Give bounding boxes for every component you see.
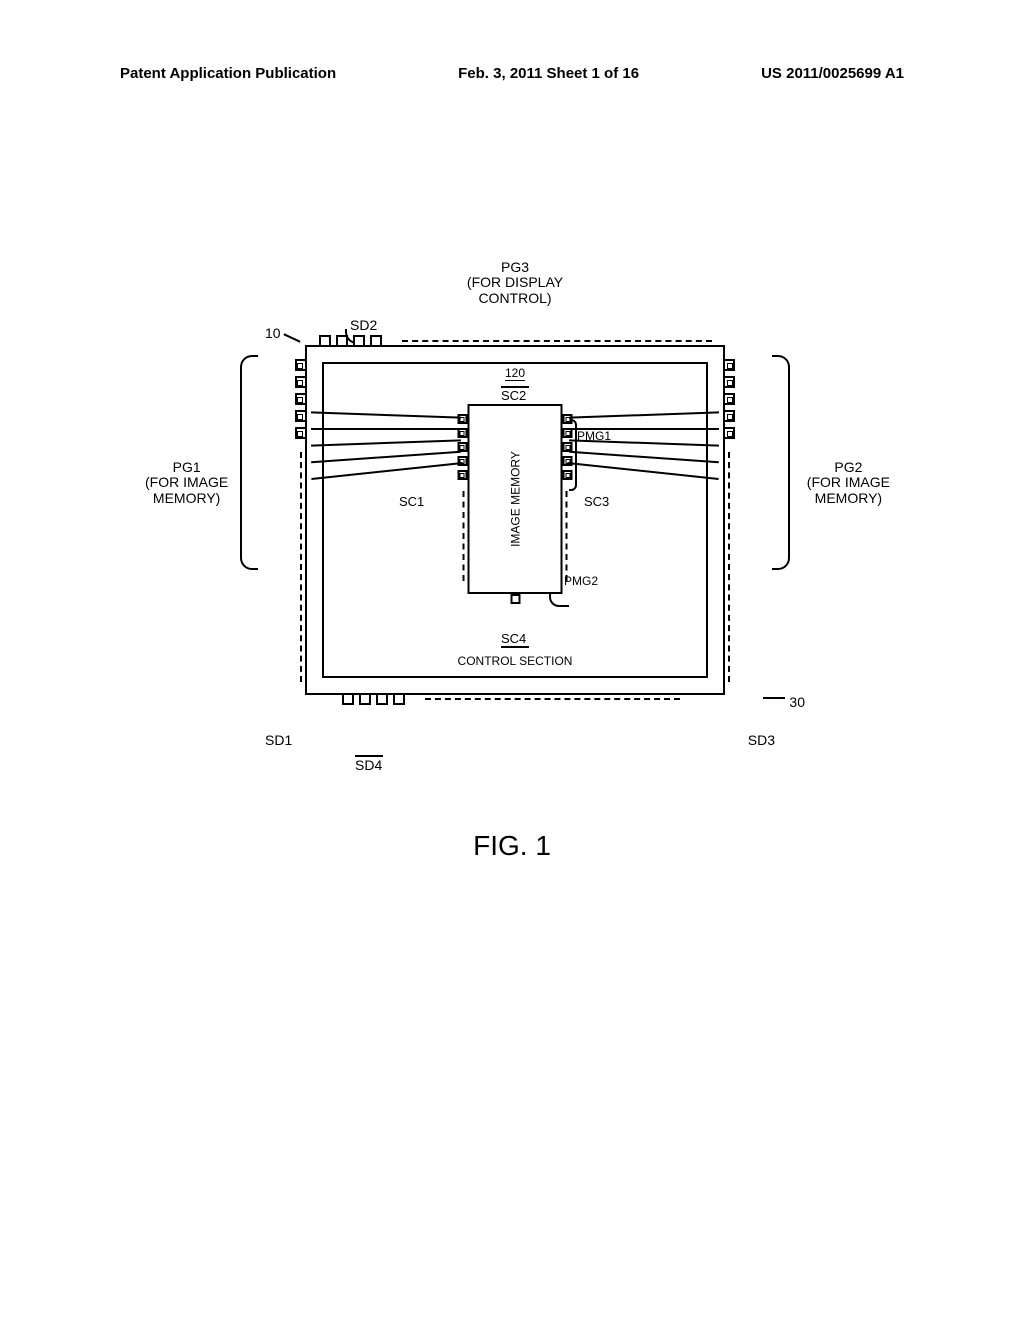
pg2-sub: FOR IMAGEMEMORY (811, 474, 890, 505)
bond-wire (311, 462, 462, 480)
pg3-label: PG3 (FOR DISPLAYCONTROL) (467, 260, 563, 306)
control-section-text: CONTROL SECTION (458, 654, 573, 668)
bond-wire (311, 411, 461, 418)
leader-10 (283, 333, 300, 342)
sc1-label: SC1 (399, 494, 424, 509)
pg1-bracket (240, 355, 258, 570)
pad (295, 359, 307, 371)
bond-wire (569, 451, 719, 463)
header-right: US 2011/0025699 A1 (761, 65, 904, 82)
pad (563, 470, 573, 480)
pad (359, 693, 371, 705)
sd4-label: SD4 (355, 757, 382, 773)
pad (723, 410, 735, 422)
label-10: 10 (265, 325, 281, 341)
figure-label: FIG. 1 (473, 830, 551, 862)
pad (563, 414, 573, 424)
bond-wire (311, 439, 461, 446)
pad (723, 393, 735, 405)
pmg2-label: PMG2 (564, 574, 598, 588)
sd4-bar (355, 755, 383, 757)
pad (295, 376, 307, 388)
pg1-label: PG1 (FOR IMAGEMEMORY) (145, 460, 228, 506)
pad (723, 427, 735, 439)
pad (458, 470, 468, 480)
diagram: PG3 (FOR DISPLAYCONTROL) 10 SD2 PG1 (FOR… (265, 315, 765, 745)
pads-bottom-continuation (425, 698, 680, 700)
page-header: Patent Application Publication Feb. 3, 2… (0, 65, 1024, 82)
pad (319, 335, 331, 347)
pad (295, 393, 307, 405)
header-mid: Feb. 3, 2011 Sheet 1 of 16 (458, 65, 639, 82)
pg2-label: PG2 (FOR IMAGEMEMORY) (807, 460, 890, 506)
image-memory: IMAGE MEMORY (468, 404, 563, 594)
pad (353, 335, 365, 347)
pmg2-leader (549, 592, 569, 607)
bond-wire (311, 451, 461, 463)
im-pads-left (458, 414, 468, 480)
pads-top (319, 335, 382, 347)
pg2-bracket (772, 355, 790, 570)
sc3-label: SC3 (584, 494, 609, 509)
bond-wire (569, 439, 719, 446)
im-pads-right-continuation (566, 491, 568, 581)
pads-top-continuation (402, 340, 712, 342)
pad (723, 376, 735, 388)
label-30: 30 (789, 694, 805, 710)
pad (370, 335, 382, 347)
pad (458, 414, 468, 424)
pads-right (723, 359, 735, 439)
pad (336, 335, 348, 347)
im-pads-right (563, 414, 573, 480)
control-section: 120 SC2 SC1 SC3 SC4 PMG1 PMG2 CONTROL SE… (322, 362, 708, 678)
pad (295, 427, 307, 439)
sc4-label: SC4 (501, 631, 529, 648)
pads-right-continuation (728, 452, 730, 682)
leader-30 (763, 697, 785, 699)
chip-outer: 120 SC2 SC1 SC3 SC4 PMG1 PMG2 CONTROL SE… (305, 345, 725, 695)
sc2-label: SC2 (501, 386, 529, 403)
pads-left-continuation (300, 452, 302, 682)
im-pad-bottom (510, 594, 520, 604)
bond-wire (567, 462, 718, 480)
label-120: 120 (505, 366, 525, 380)
pg1-text: PG1 (173, 459, 201, 475)
pad (393, 693, 405, 705)
pg1-sub: FOR IMAGEMEMORY (150, 474, 229, 505)
sd1-label: SD1 (265, 732, 292, 748)
pad (723, 359, 735, 371)
pg2-text: PG2 (834, 459, 862, 475)
pad (458, 456, 468, 466)
bond-wire (311, 428, 461, 430)
im-pads-left-continuation (463, 491, 465, 581)
pads-bottom (342, 693, 405, 705)
sd3-label: SD3 (748, 732, 775, 748)
pads-left (295, 359, 307, 439)
pad (376, 693, 388, 705)
pad (342, 693, 354, 705)
pg3-text: PG3 (501, 259, 529, 275)
bond-wire (569, 428, 719, 430)
bond-wire (569, 411, 719, 418)
header-left: Patent Application Publication (120, 65, 336, 82)
image-memory-text: IMAGE MEMORY (508, 451, 522, 547)
pad (295, 410, 307, 422)
